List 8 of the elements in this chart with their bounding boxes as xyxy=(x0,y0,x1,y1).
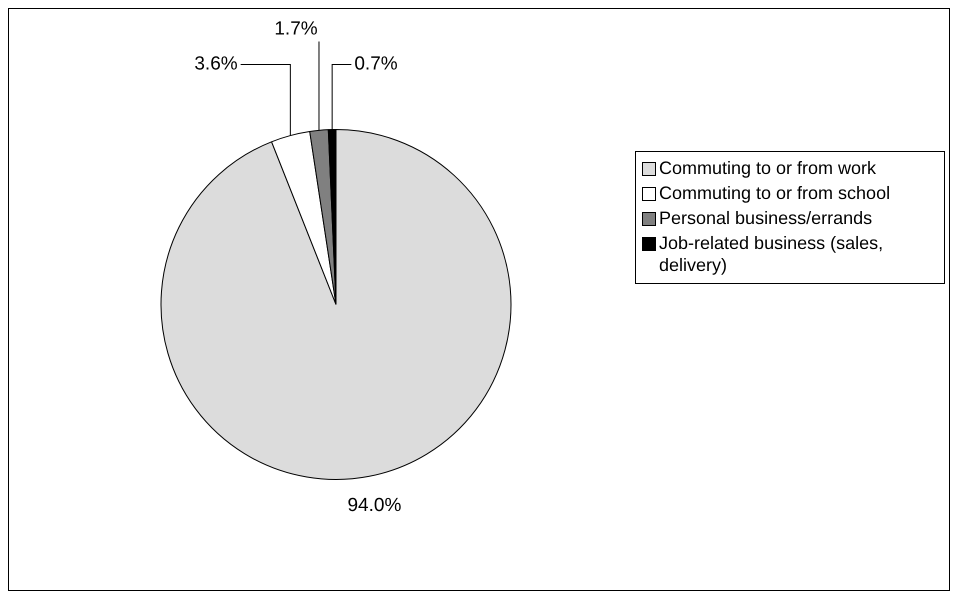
data-label: 1.7% xyxy=(274,18,318,40)
data-label: 0.7% xyxy=(354,54,398,75)
data-label: 3.6% xyxy=(194,54,238,75)
data-label: 94.0% xyxy=(347,495,402,516)
legend-label: Personal business/errands xyxy=(659,207,872,229)
legend-label: Commuting to or from work xyxy=(659,157,876,179)
legend-label: Job-related business (sales, delivery) xyxy=(659,232,884,276)
legend-label: Commuting to or from school xyxy=(659,182,890,204)
